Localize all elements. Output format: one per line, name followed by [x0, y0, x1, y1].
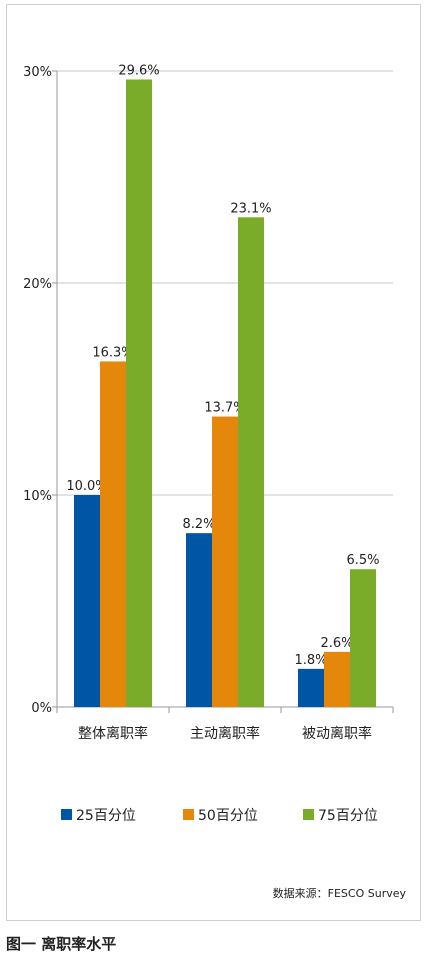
data-label: 8.2% — [182, 517, 215, 532]
bar — [324, 651, 350, 707]
figure-caption: 图一 离职率水平 — [6, 935, 117, 953]
legend-label: 75百分位 — [318, 808, 378, 824]
bar — [126, 79, 152, 708]
bar — [238, 217, 264, 707]
data-label: 16.3% — [92, 345, 133, 360]
data-label: 13.7% — [204, 401, 245, 416]
data-label: 2.6% — [320, 636, 353, 651]
bar — [298, 668, 324, 707]
bar — [350, 569, 376, 707]
bar — [100, 361, 126, 707]
y-tick-label: 30% — [23, 65, 52, 80]
y-tick-label: 10% — [23, 489, 52, 504]
category-label: 主动离职率 — [190, 725, 260, 742]
legend-swatch — [183, 809, 194, 820]
data-label: 10.0% — [66, 479, 107, 494]
data-label: 6.5% — [346, 553, 379, 568]
data-label: 1.8% — [294, 653, 327, 668]
legend-swatch — [303, 809, 314, 820]
legend-label: 50百分位 — [198, 808, 258, 824]
data-label: 29.6% — [118, 63, 159, 78]
legend-label: 25百分位 — [76, 808, 136, 824]
data-label: 23.1% — [230, 201, 271, 216]
legend-swatch — [61, 809, 72, 820]
y-tick-label: 0% — [31, 701, 52, 716]
bar — [212, 416, 238, 707]
bar — [74, 495, 100, 707]
category-label: 被动离职率 — [302, 725, 372, 742]
category-label: 整体离职率 — [78, 725, 148, 742]
bar — [186, 533, 212, 707]
y-tick-label: 20% — [23, 277, 52, 292]
data-source: 数据来源：FESCO Survey — [272, 887, 406, 900]
